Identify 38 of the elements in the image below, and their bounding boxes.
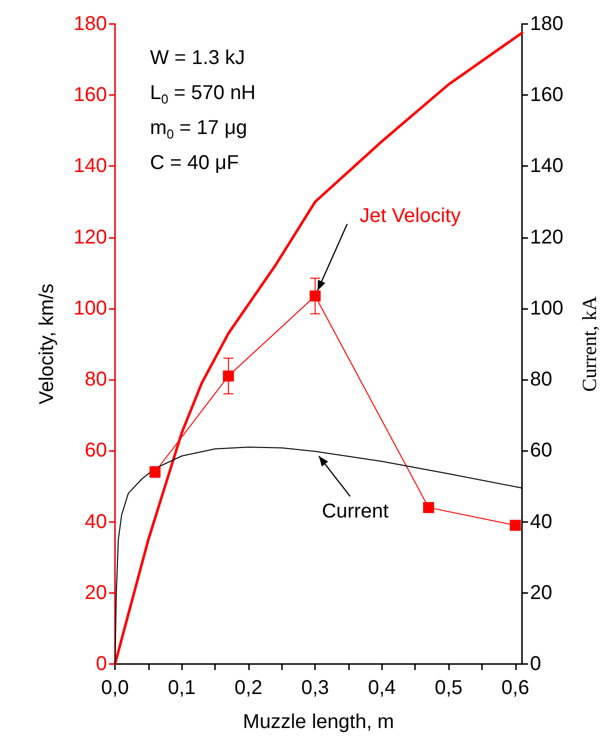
y2-tick-label: 100 <box>530 297 564 320</box>
y-tick-label: 100 <box>74 297 107 320</box>
point <box>222 370 234 382</box>
y-tick-label: 20 <box>84 582 107 604</box>
y-tick-label: 120 <box>74 226 107 248</box>
annotation: W = 1.3 kJ <box>150 47 246 69</box>
y-tick-label: 160 <box>74 84 107 106</box>
y2-tick-label: 40 <box>530 510 552 533</box>
y2-tick-label: 180 <box>530 13 564 35</box>
x-tick-label: 0,0 <box>101 677 129 699</box>
y-tick-label: 140 <box>74 155 107 178</box>
y-tick-label: 40 <box>84 510 107 533</box>
x-tick-label: 0,6 <box>501 677 530 699</box>
y-tick-label: 0 <box>96 653 107 675</box>
x-tick-label: 0,1 <box>168 677 196 699</box>
point <box>423 502 434 514</box>
x-tick-label: 0,4 <box>368 677 396 699</box>
annotation: C = 40 μF <box>150 152 239 174</box>
point <box>310 290 321 302</box>
y2-axis-title: Current, kA <box>579 296 601 392</box>
point <box>510 520 521 531</box>
annotation: Current <box>322 500 389 522</box>
y2-tick-label: 60 <box>530 440 552 462</box>
y-tick-label: 80 <box>84 368 107 391</box>
y-tick-label: 60 <box>84 440 107 462</box>
y2-tick-label: 120 <box>530 226 564 248</box>
y2-tick-label: 20 <box>530 582 552 604</box>
x-tick-label: 0,2 <box>234 677 262 699</box>
y-axis-title: Velocity, km/s <box>36 284 58 404</box>
y2-tick-label: 0 <box>530 653 542 675</box>
x-tick-label: 0,3 <box>301 677 330 699</box>
x-axis-title: Muzzle length, m <box>242 711 394 733</box>
y2-tick-label: 80 <box>530 368 552 391</box>
x-tick-label: 0,5 <box>434 677 463 699</box>
y-tick-label: 180 <box>74 13 107 35</box>
y2-tick-label: 160 <box>530 84 564 106</box>
y2-tick-label: 140 <box>530 155 564 178</box>
annotation: Jet Velocity <box>360 205 461 227</box>
